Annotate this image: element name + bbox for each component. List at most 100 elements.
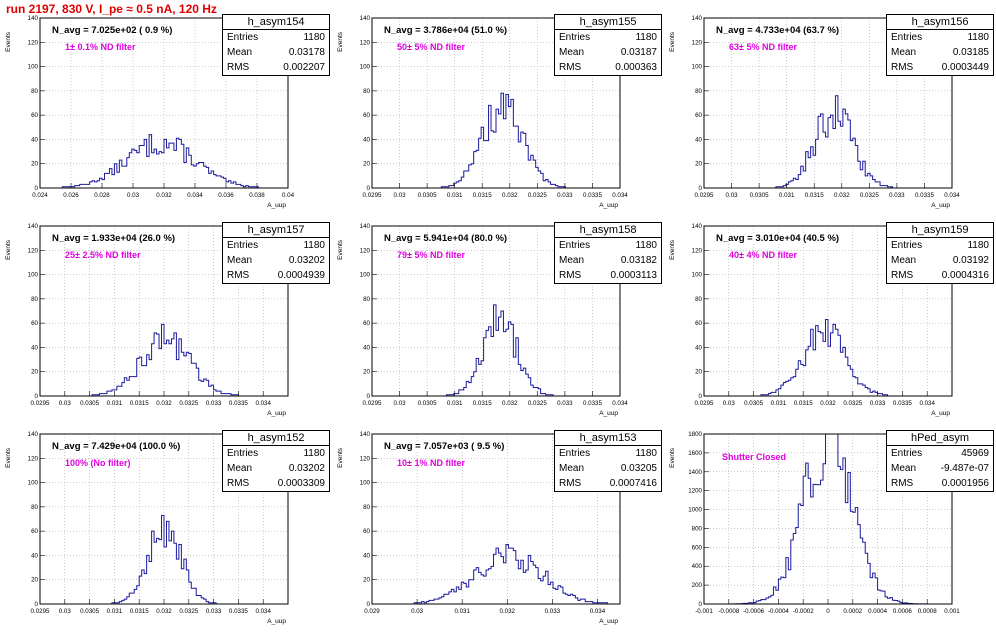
- stats-entries-value: 1180: [967, 32, 989, 43]
- stats-rms-label: RMS: [891, 478, 914, 489]
- filter-annotation: 79± 5% ND filter: [397, 250, 465, 260]
- histogram-name: h_asym159: [887, 223, 993, 238]
- x-tick-label: 0.0002: [843, 608, 862, 615]
- stats-mean-value: 0.03178: [288, 47, 325, 58]
- stats-entries-label: Entries: [227, 448, 259, 459]
- histogram-panel-h_asym152: 0.0295 0.03 0.0305 0.031 0.0315 0.032 0.0325 0.…: [0, 430, 330, 635]
- stats-entries-value: 1180: [635, 32, 657, 43]
- x-tick-label: 0.032: [156, 608, 172, 615]
- y-tick-label: 100: [28, 272, 39, 279]
- y-tick-label: 0: [35, 393, 39, 400]
- x-tick-label: 0.0315: [130, 400, 149, 407]
- n-avg-label: N_avg = 7.429e+04 (100.0 %): [52, 441, 181, 452]
- x-tick-label: 0.034: [255, 608, 271, 615]
- y-tick-label: 80: [363, 88, 370, 95]
- stats-mean-label: Mean: [559, 47, 585, 58]
- filter-annotation: 1± 0.1% ND filter: [65, 42, 136, 52]
- y-tick-label: 100: [360, 64, 371, 71]
- stats-entries-label: Entries: [891, 32, 923, 43]
- stats-entries-value: 45969: [961, 448, 989, 459]
- y-tick-label: 120: [692, 247, 703, 254]
- histogram-name: h_asym152: [223, 431, 329, 446]
- stats-entries-row: Entries 45969: [887, 446, 993, 461]
- y-tick-label: 120: [360, 455, 371, 462]
- y-tick-label: 20: [363, 577, 370, 584]
- histogram-plot: 0.0295 0.03 0.0305 0.031 0.0315 0.032 0.0325 0.…: [337, 15, 628, 209]
- stats-entries-value: 1180: [303, 32, 325, 43]
- plot-frame: [703, 17, 953, 189]
- y-tick-label: 120: [692, 39, 703, 46]
- y-tick-label: 80: [31, 296, 38, 303]
- x-tick-label: 0.04: [282, 192, 295, 199]
- stats-rms-row: RMS 0.0003113: [555, 268, 661, 283]
- y-tick-label: 0: [699, 393, 703, 400]
- histogram-panel-h_asym154: 0.024 0.026 0.028 0.03 0.032 0.034 0.036 0.038 0…: [0, 14, 330, 219]
- histogram-panel-h_asym156: 0.0295 0.03 0.0305 0.031 0.0315 0.032 0.0325 0.…: [664, 14, 994, 219]
- filter-annotation: Shutter Closed: [722, 452, 787, 462]
- x-tick-label: 0.024: [32, 192, 48, 199]
- x-tick-label: 0.032: [502, 400, 518, 407]
- y-axis-label: Events: [669, 239, 676, 260]
- y-tick-label: 120: [28, 455, 39, 462]
- histogram-name: h_asym153: [555, 431, 661, 446]
- histogram-name: h_asym155: [555, 15, 661, 30]
- x-tick-label: -0.0006: [743, 608, 765, 615]
- n-avg-label: N_avg = 3.786e+04 (51.0 %): [384, 25, 508, 36]
- histogram-plot: 0.0295 0.03 0.0305 0.031 0.0315 0.032 0.0325 0.…: [5, 223, 289, 417]
- stats-rms-row: RMS 0.0003449: [887, 60, 993, 75]
- histogram-name: h_asym154: [223, 15, 329, 30]
- x-tick-label: -0.0002: [793, 608, 815, 615]
- x-tick-label: 0.0295: [363, 400, 382, 407]
- stats-box: h_asym152 Entries 1180 Mean 0.03202 RMS 0.0003…: [222, 430, 330, 492]
- y-tick-label: 60: [31, 320, 38, 327]
- x-tick-label: 0.032: [156, 192, 172, 199]
- stats-entries-label: Entries: [227, 240, 259, 251]
- y-tick-label: 60: [363, 320, 370, 327]
- histogram-plot: -0.001 -0.0008 -0.0006 -0.0004 -0.0002 0 0.000…: [669, 431, 960, 615]
- y-tick-label: 140: [692, 15, 703, 22]
- y-tick-label: 140: [28, 223, 39, 230]
- stats-mean-label: Mean: [227, 463, 253, 474]
- stats-rms-label: RMS: [227, 270, 250, 281]
- filter-annotation: 50± 5% ND filter: [397, 42, 465, 52]
- y-tick-label: 600: [692, 544, 703, 551]
- y-axis-label: Events: [337, 31, 344, 52]
- x-tick-label: 0.0305: [80, 608, 99, 615]
- x-tick-label: 0.0315: [473, 192, 492, 199]
- y-tick-label: 80: [363, 504, 370, 511]
- y-tick-label: 40: [695, 344, 702, 351]
- filter-annotation: 25± 2.5% ND filter: [65, 250, 141, 260]
- stats-box: h_asym159 Entries 1180 Mean 0.03192 RMS 0.0004…: [886, 222, 994, 284]
- y-tick-label: 80: [31, 504, 38, 511]
- y-tick-label: 1800: [688, 431, 702, 438]
- n-avg-label: N_avg = 3.010e+04 (40.5 %): [716, 233, 840, 244]
- y-tick-label: 60: [363, 528, 370, 535]
- stats-entries-row: Entries 1180: [223, 30, 329, 45]
- x-tick-label: 0.032: [502, 192, 518, 199]
- y-tick-label: 40: [363, 136, 370, 143]
- y-tick-label: 200: [692, 582, 703, 589]
- x-axis-label: A_uup: [931, 410, 950, 417]
- x-tick-label: 0.036: [218, 192, 234, 199]
- x-tick-label: 0.026: [63, 192, 79, 199]
- x-tick-label: 0.033: [557, 192, 573, 199]
- y-tick-label: 20: [363, 369, 370, 376]
- y-tick-label: 0: [367, 601, 371, 608]
- x-axis-label: A_uup: [931, 202, 950, 209]
- x-tick-label: 0.031: [447, 192, 463, 199]
- x-tick-label: 0.0325: [179, 400, 198, 407]
- y-tick-label: 1400: [688, 469, 702, 476]
- stats-entries-label: Entries: [891, 448, 923, 459]
- stats-mean-row: Mean 0.03202: [223, 253, 329, 268]
- x-tick-label: 0.03: [59, 400, 72, 407]
- y-axis-label: Events: [5, 31, 12, 52]
- y-tick-label: 40: [363, 344, 370, 351]
- x-tick-label: 0.033: [870, 400, 886, 407]
- x-tick-label: 0.0305: [418, 192, 437, 199]
- stats-rms-label: RMS: [559, 478, 582, 489]
- stats-rms-row: RMS 0.0004939: [223, 268, 329, 283]
- stats-mean-value: 0.03202: [288, 463, 325, 474]
- y-axis-label: Events: [5, 447, 12, 468]
- x-tick-label: 0.0335: [583, 192, 602, 199]
- x-tick-label: 0.034: [590, 608, 606, 615]
